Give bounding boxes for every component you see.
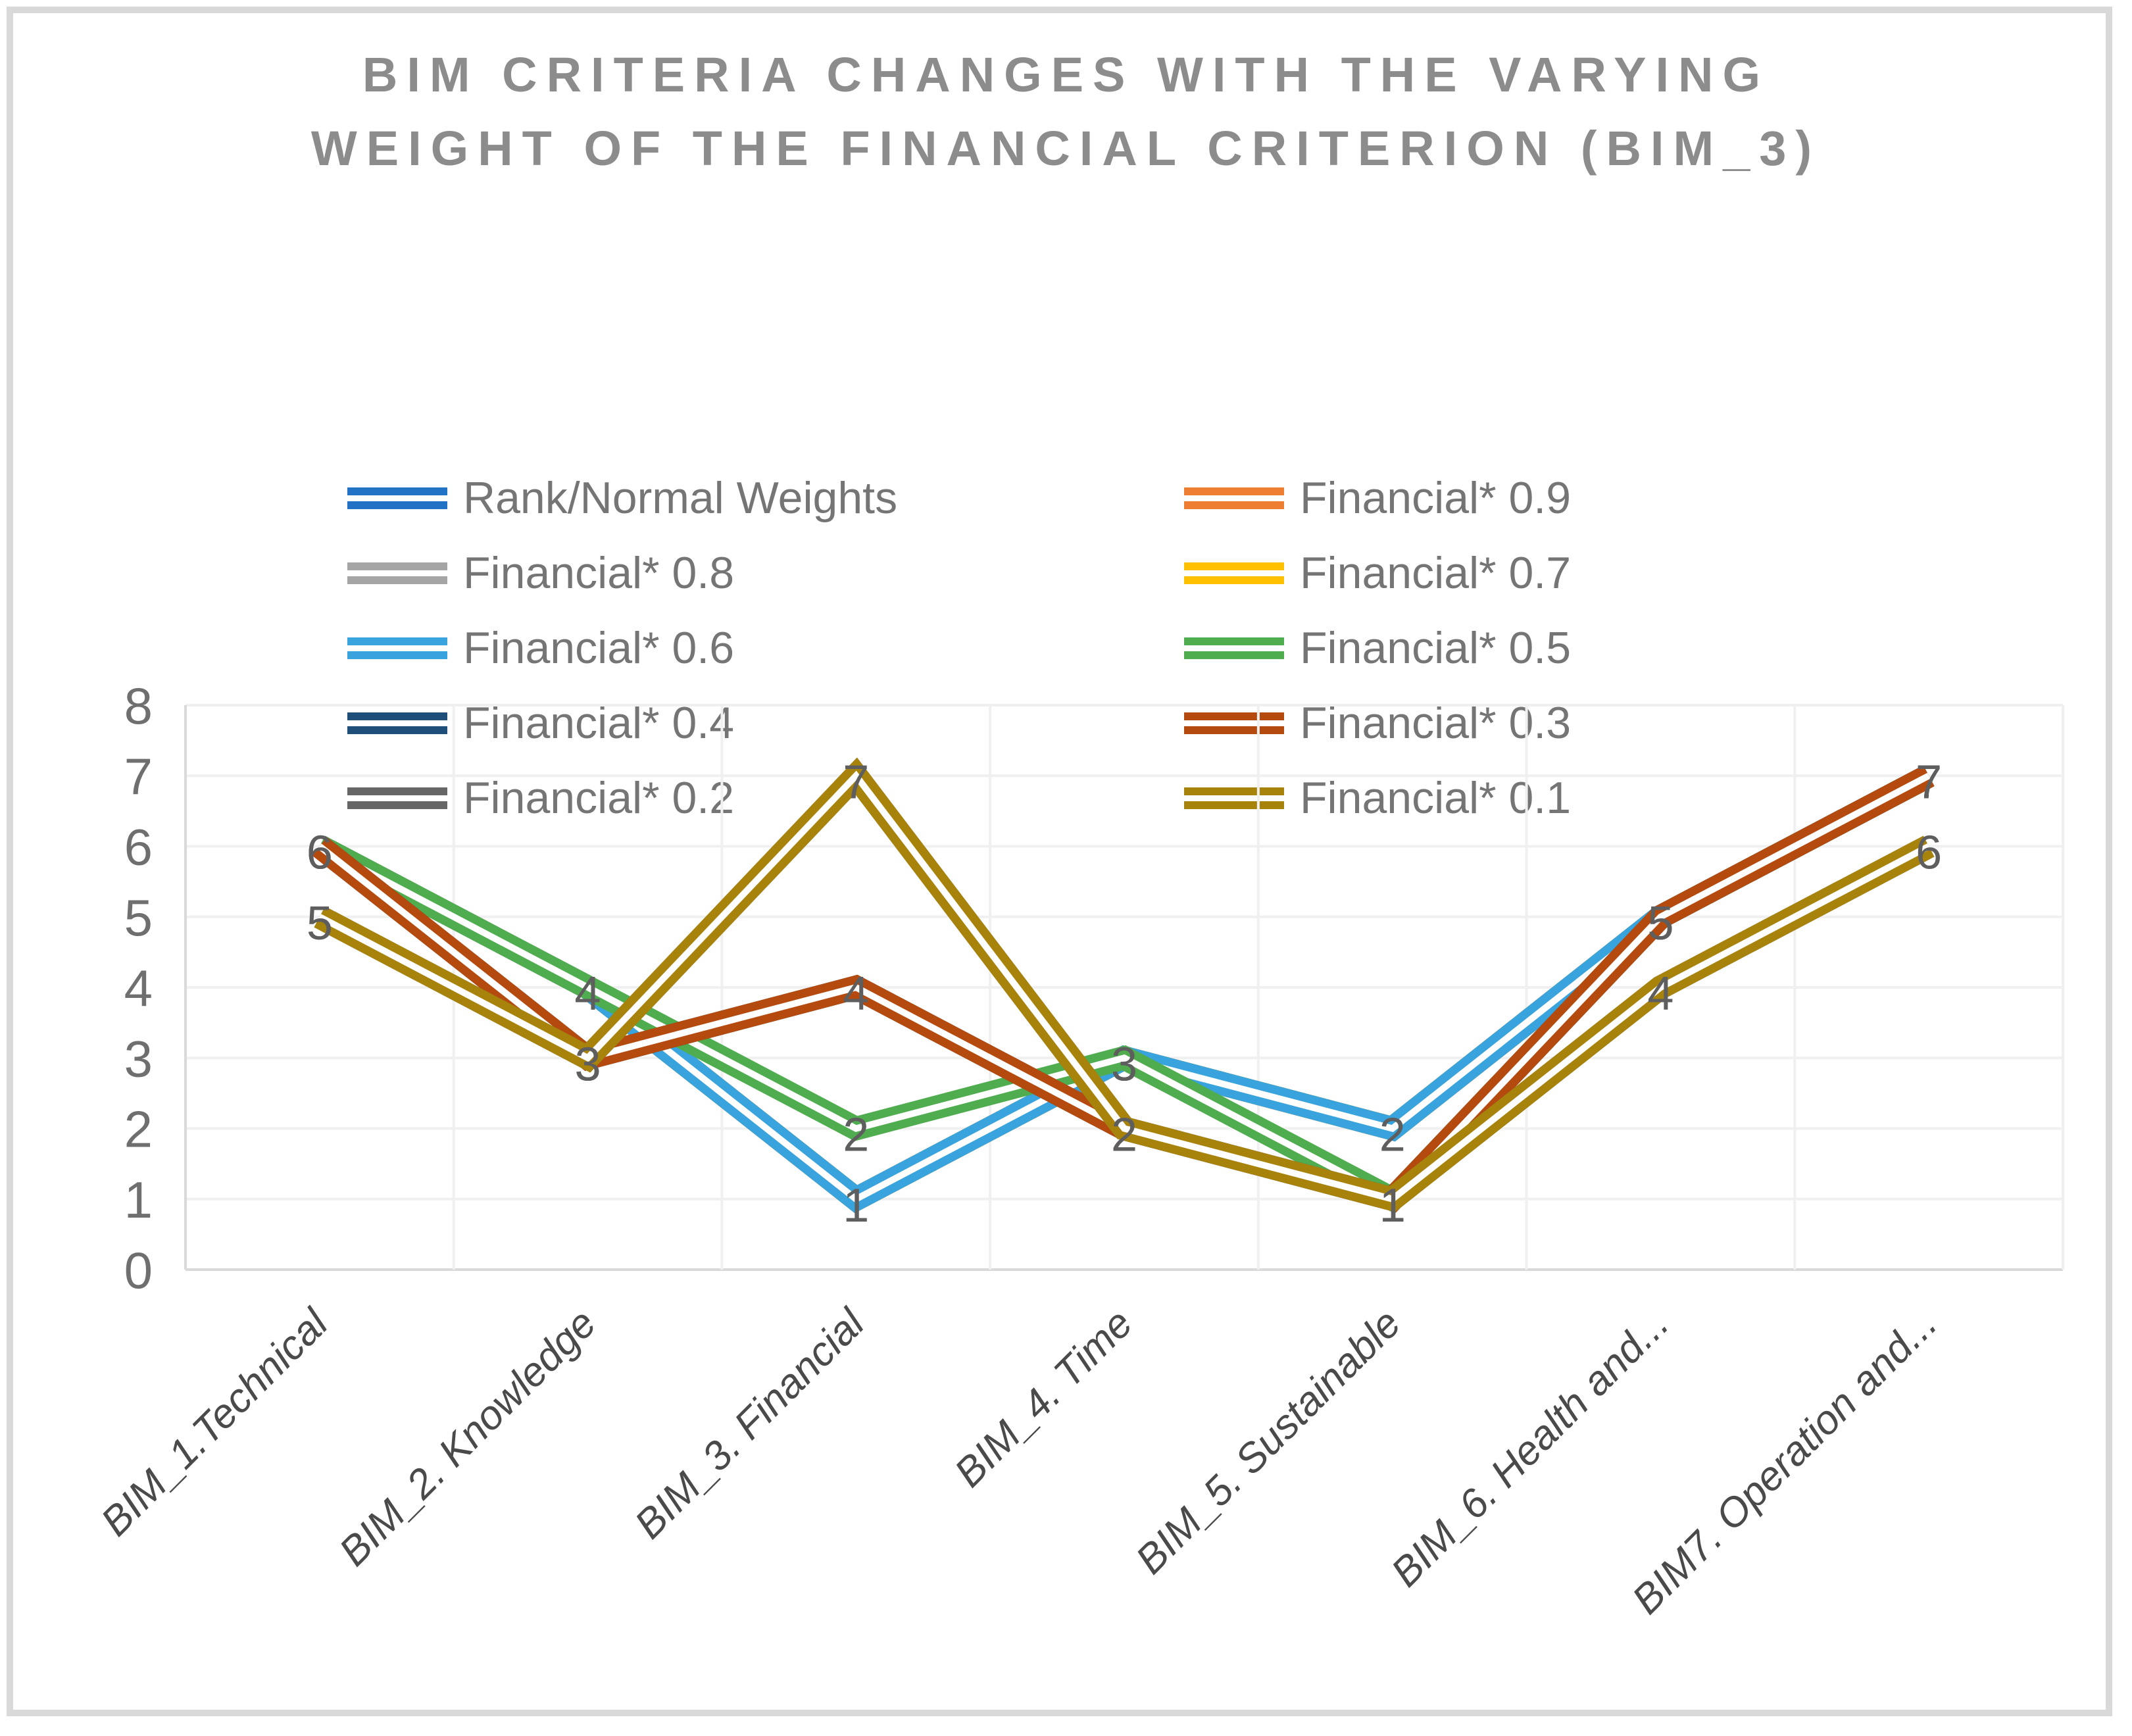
data-point-label: 5 xyxy=(1647,897,1673,950)
x-axis-category-label: BIM_5. Sustainable xyxy=(1128,1301,1410,1583)
chart-title: BIM CRITERIA CHANGES WITH THE VARYING WE… xyxy=(0,38,2132,186)
y-axis-tick-label: 6 xyxy=(124,818,153,876)
chart-title-line-1: BIM CRITERIA CHANGES WITH THE VARYING xyxy=(362,47,1770,102)
series-line-core-10 xyxy=(318,770,1931,1203)
data-point-label: 2 xyxy=(1379,1109,1406,1162)
x-axis-category-label: BIM_2. Knowledge xyxy=(331,1301,605,1575)
data-point-label: 3 xyxy=(575,1038,601,1091)
data-point-label: 5 xyxy=(307,897,333,950)
data-point-label: 7 xyxy=(1916,756,1942,808)
data-point-label: 2 xyxy=(843,1109,869,1162)
data-point-label: 7 xyxy=(843,756,869,808)
x-axis-category-label: BIM_6. Health and... xyxy=(1383,1301,1677,1595)
y-axis-tick-label: 5 xyxy=(124,889,153,947)
data-point-label: 6 xyxy=(307,827,333,880)
y-axis-tick-label: 3 xyxy=(124,1029,153,1087)
data-point-label: 1 xyxy=(1379,1179,1406,1232)
y-axis-tick-label: 7 xyxy=(124,747,153,805)
data-point-label: 3 xyxy=(1111,1038,1137,1091)
x-axis-category-label: BIM_3. Financial xyxy=(626,1300,874,1548)
y-axis-tick-label: 4 xyxy=(124,959,153,1017)
data-point-label: 2 xyxy=(1111,1109,1137,1162)
y-axis-tick-label: 0 xyxy=(124,1241,153,1299)
y-axis-tick-label: 2 xyxy=(124,1101,153,1158)
data-point-label: 1 xyxy=(843,1179,869,1232)
data-point-label: 4 xyxy=(843,968,869,1020)
data-point-label: 6 xyxy=(1916,827,1942,880)
x-axis-category-label: BIM_4. Time xyxy=(946,1301,1141,1496)
data-point-label: 4 xyxy=(1647,968,1673,1020)
x-axis-category-label: BIM7. Operation and... xyxy=(1624,1301,1946,1623)
y-axis-tick-label: 8 xyxy=(124,677,153,735)
data-point-label: 4 xyxy=(575,968,601,1020)
chart-title-line-2: WEIGHT OF THE FINANCIAL CRITERION (BIM_3… xyxy=(310,121,1822,176)
y-axis-tick-label: 1 xyxy=(124,1171,153,1229)
x-axis-category-label: BIM_1.Technical xyxy=(92,1300,337,1545)
